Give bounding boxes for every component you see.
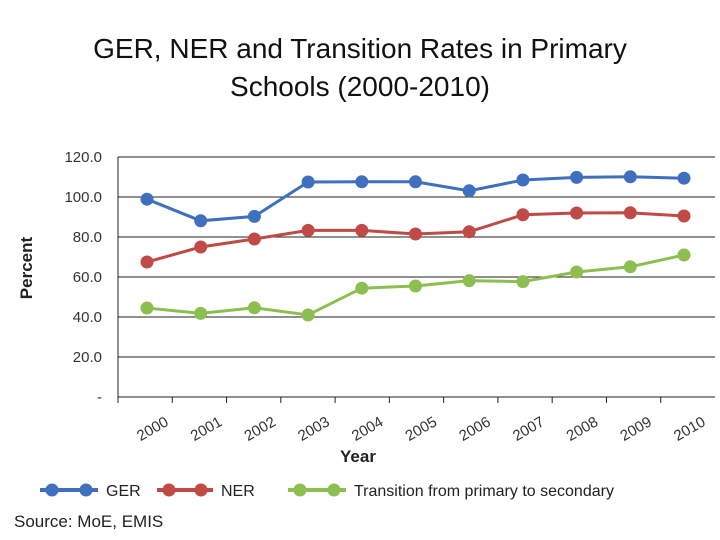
data-point [409,227,422,241]
data-point [247,232,261,246]
y-tick-label: 80.0 [73,229,102,246]
y-tick-label: 60.0 [73,269,102,286]
x-tick-label: 2002 [241,413,278,444]
x-tick-label: 2000 [134,413,171,444]
legend-swatch-dot [45,483,59,497]
y-tick-label: 120.0 [64,149,102,166]
data-point [462,184,476,198]
data-point [409,175,422,189]
data-point [140,255,154,269]
data-point [355,175,369,189]
x-tick-label: 2005 [403,413,440,444]
x-tick-label: 2010 [671,413,708,444]
data-point [623,170,637,184]
legend-label: GER [106,483,141,500]
x-tick-label: 2008 [564,413,601,444]
data-point [194,240,208,254]
data-point [570,206,584,220]
data-point [140,301,154,315]
data-point [516,208,530,222]
data-point [301,308,315,322]
legend-label: NER [221,483,255,500]
x-tick-label: 2006 [456,413,493,444]
data-point [140,192,154,206]
x-tick-label: 2001 [188,413,225,444]
data-point [301,175,315,189]
data-point [247,209,261,223]
data-point [677,209,691,223]
data-point [570,265,584,279]
data-point [462,225,476,239]
y-tick-label: - [97,389,102,406]
data-point [409,279,422,293]
y-axis-label: Percent [17,236,36,299]
data-point [677,171,691,185]
legend-swatch-dot [293,483,307,497]
y-tick-label: 40.0 [73,309,102,326]
data-point [247,301,261,315]
title-line-1: GER, NER and Transition Rates in Primary [93,33,627,64]
data-point [355,223,369,237]
data-point [301,223,315,237]
data-point [623,206,637,220]
legend-swatch-dot [79,483,93,497]
data-point [194,214,208,228]
data-point [516,275,530,289]
legend-swatch-dot [162,483,176,497]
legend-label: Transition from primary to secondary [354,483,614,500]
data-point [194,306,208,320]
x-tick-label: 2007 [510,413,547,444]
x-tick-label: 2009 [617,413,654,444]
legend-swatch-dot [194,483,208,497]
y-tick-label: 20.0 [73,349,102,366]
legend-swatch-dot [327,483,341,497]
chart-title: GER, NER and Transition Rates in Primary… [0,30,720,106]
data-point [677,248,691,262]
data-point [355,281,369,295]
y-tick-label: 100.0 [64,189,102,206]
x-tick-label: 2003 [295,413,332,444]
x-tick-label: 2004 [349,413,386,444]
source-note: Source: MoE, EMIS [14,512,164,531]
x-axis-label: Year [340,447,376,466]
data-point [516,173,530,187]
data-point [462,274,476,288]
data-point [623,260,637,274]
data-point [570,170,584,184]
title-line-2: Schools (2000-2010) [230,71,490,102]
